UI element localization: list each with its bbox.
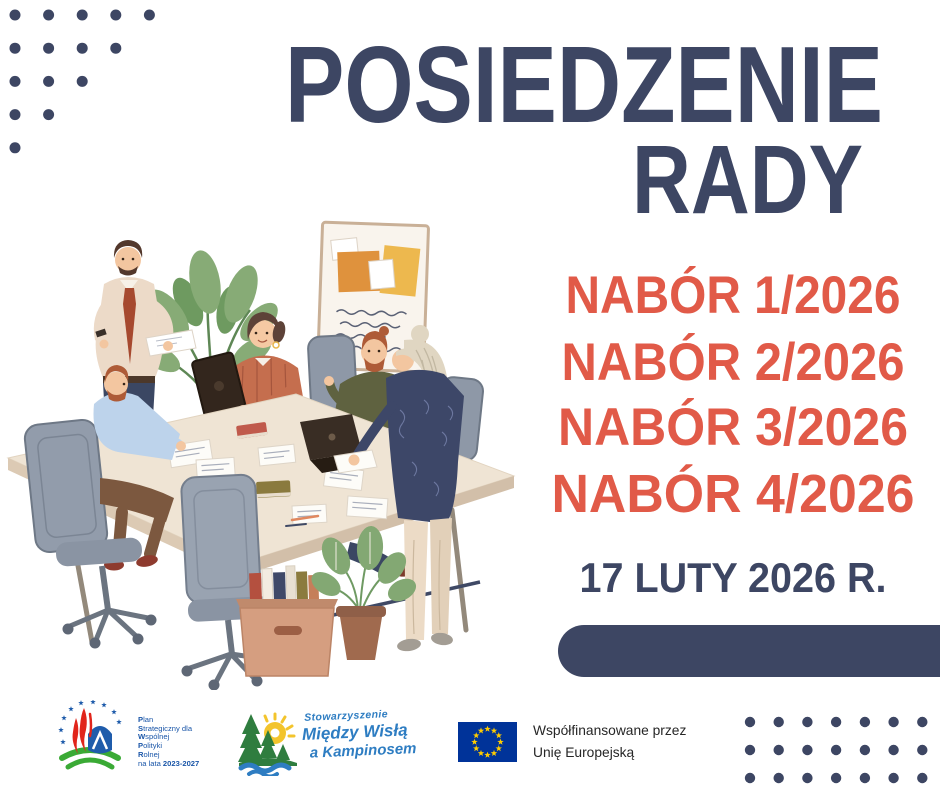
eu-funding-line-1: Współfinansowane przez: [533, 723, 687, 738]
strategic-plan-line: Wspólnej: [138, 732, 170, 742]
strategic-plan-line: Plan: [138, 715, 154, 724]
illustration-left-chair: [23, 418, 109, 554]
strategic-plan-line: Strategiczny dla: [138, 723, 193, 733]
strategic-plan-line: Rolnej: [138, 749, 160, 759]
association-emblem-icon: [238, 712, 297, 776]
recruitment-list: NABÓR 1/2026 NABÓR 2/2026 NABÓR 3/2026 N…: [552, 265, 915, 524]
meeting-date-text: 17 LUTY 2026 R.: [580, 554, 887, 601]
dot-pattern-bottom-right: [744, 716, 928, 784]
meeting-date: 17 LUTY 2026 R.: [580, 554, 887, 601]
illustration-standing-woman: [333, 325, 464, 652]
eu-flag-icon: [458, 722, 517, 762]
recruitment-line-1: NABÓR 1/2026: [566, 265, 901, 325]
eu-funding-text: Współfinansowane przez Unię Europejską: [533, 720, 686, 763]
title-line-rady: RADY: [632, 125, 863, 228]
eu-funding-line-2: Unię Europejską: [533, 744, 635, 760]
strategic-plan-line: Polityki: [138, 741, 163, 751]
poster-title: POSIEDZENIE RADY: [285, 28, 883, 228]
dot-pattern-top-left: [9, 9, 155, 154]
recruitment-line-3: NABÓR 3/2026: [558, 397, 908, 457]
strategic-plan-emblem-icon: [58, 700, 122, 770]
illustration-left-chair-base: [56, 537, 157, 649]
association-text: Stowarzyszenie Między Wisłą a Kampinosem: [301, 707, 417, 762]
meeting-illustration: [6, 220, 516, 690]
illustration-whiteboard: [316, 220, 430, 374]
illustration-table-items: [167, 414, 389, 527]
recruitment-line-4: NABÓR 4/2026: [552, 464, 915, 524]
association-line-3: a Kampinosem: [309, 740, 417, 762]
strategic-plan-text: Plan Strategiczny dla Wspólnej Polityki …: [138, 715, 224, 768]
title-line-posiedzenie: POSIEDZENIE: [285, 28, 883, 146]
decorative-pill-bar: [558, 625, 940, 677]
illustration-potted-plant: [311, 526, 417, 660]
strategic-plan-line: na lata 2023-2027: [138, 758, 200, 768]
illustration-box: [236, 565, 338, 677]
recruitment-line-2: NABÓR 2/2026: [562, 332, 905, 392]
